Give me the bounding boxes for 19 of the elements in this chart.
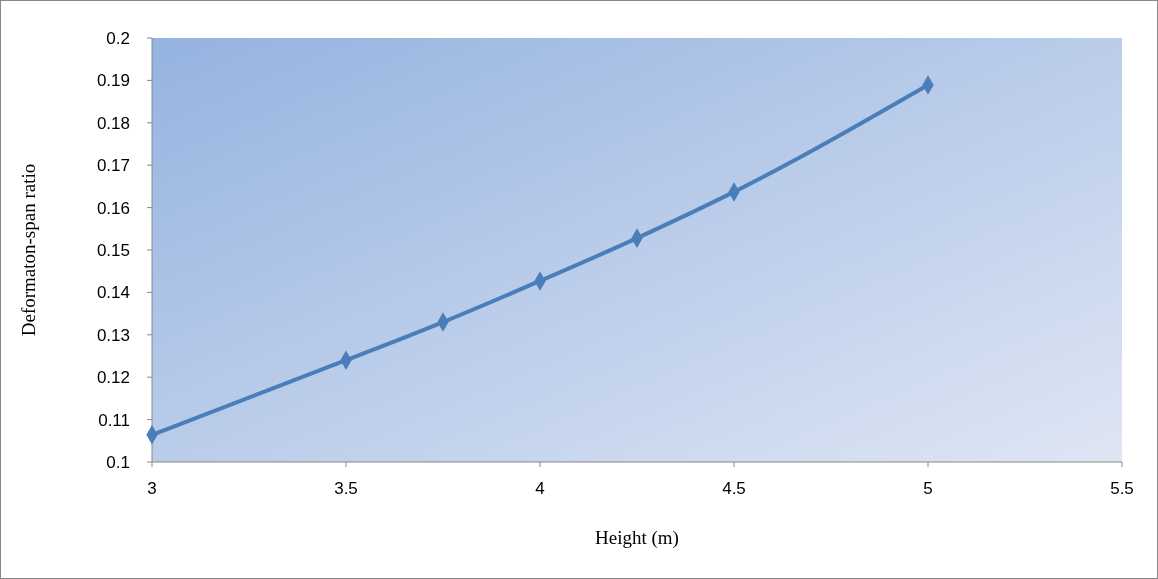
x-tick-label: 4	[535, 479, 545, 498]
y-tick-label: 0.2	[106, 28, 130, 48]
x-axis-title: Height (m)	[595, 527, 679, 549]
y-tick-label: 0.18	[96, 113, 130, 133]
y-tick-label: 0.1	[106, 452, 130, 472]
y-tick-label: 0.13	[96, 325, 130, 345]
x-tick-label: 3.5	[334, 479, 358, 498]
y-tick-label: 0.15	[96, 240, 130, 260]
x-tick-label: 5.5	[1110, 479, 1134, 498]
y-tick-label: 0.19	[96, 71, 130, 91]
y-tick-label: 0.12	[96, 368, 130, 388]
x-tick-label: 5	[923, 479, 933, 498]
x-tick-label: 3	[147, 479, 157, 498]
y-tick-label: 0.14	[96, 283, 130, 303]
y-axis-title: Deformaton-span ratio	[18, 163, 39, 337]
y-tick-label: 0.11	[98, 410, 130, 430]
y-tick-label: 0.17	[96, 156, 130, 176]
y-tick-label: 0.16	[96, 198, 130, 218]
x-tick-label: 4.5	[722, 479, 746, 498]
